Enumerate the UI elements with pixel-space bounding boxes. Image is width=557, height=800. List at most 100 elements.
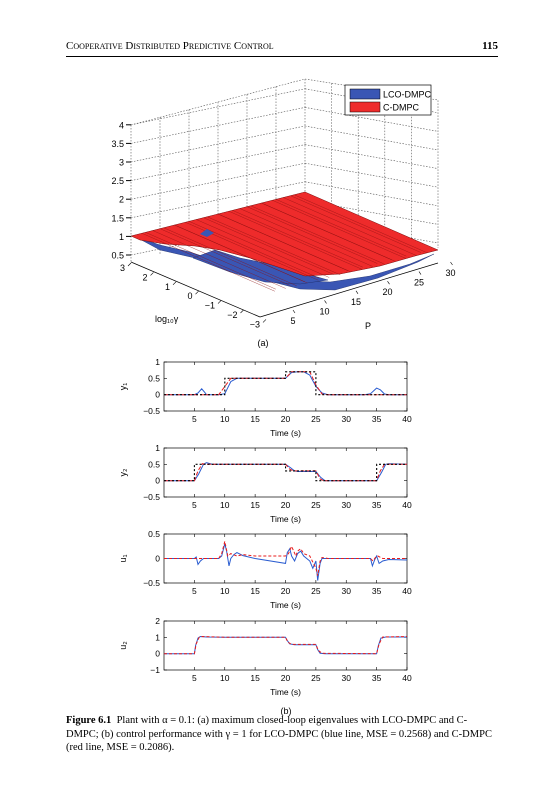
- x-tick-label: 40: [402, 414, 412, 424]
- y-tick-label: −0.5: [143, 406, 160, 416]
- x-tick: [127, 262, 132, 267]
- mesh-line: [188, 221, 320, 279]
- legend-swatch: [349, 88, 381, 100]
- back-grid-line: [130, 181, 306, 219]
- mesh-line: [290, 195, 421, 253]
- y-axis-label: y₁: [118, 383, 128, 391]
- x-tick-label: 5: [192, 414, 197, 424]
- y-tick-label: 30: [445, 268, 455, 278]
- floor-right-edge: [259, 262, 439, 318]
- mesh-line: [196, 219, 330, 278]
- y-tick-label: 0: [155, 554, 160, 564]
- x-tick-label: −3: [250, 319, 260, 329]
- y-axis-label: y₂: [118, 468, 128, 477]
- y-tick: [355, 290, 359, 294]
- z-tick-label: 2: [119, 195, 124, 205]
- x-tick-label: 25: [311, 586, 321, 596]
- legend-swatch: [349, 101, 381, 113]
- mesh-line: [163, 227, 297, 286]
- x-tick-label: 10: [220, 586, 230, 596]
- mesh-line: [250, 205, 384, 264]
- time-chart-4: 5 10 15 20 25 30 35 40 −1 0 1 2 Time (s) u₂: [118, 616, 412, 697]
- y-tick-label: 0: [155, 649, 160, 659]
- y-tick-label: 25: [414, 278, 424, 288]
- series-line-2: [164, 541, 407, 576]
- y-axis-label: u₂: [118, 641, 128, 650]
- y-tick: [324, 300, 327, 304]
- x-tick-label: −2: [227, 310, 237, 320]
- mesh-line: [283, 197, 417, 256]
- y-tick: [418, 271, 422, 275]
- legend: LCO-DMPC C-DMPC: [344, 84, 432, 116]
- y-tick-label: −1: [150, 665, 160, 675]
- x-tick-label: 30: [342, 414, 352, 424]
- back-grid-line: [130, 107, 306, 144]
- floor-left-edge: [130, 261, 261, 318]
- back-grid-line: [130, 162, 306, 200]
- x-tick: [150, 272, 154, 276]
- x-tick-label: 20: [281, 500, 291, 510]
- x-tick-label: 5: [192, 586, 197, 596]
- x-tick-label: 5: [192, 673, 197, 683]
- x-tick-label: 15: [250, 586, 260, 596]
- plot-frame: [163, 447, 408, 498]
- x-tick-label: 30: [342, 586, 352, 596]
- x-tick-label: 20: [281, 673, 291, 683]
- x-tick-label: 35: [372, 586, 382, 596]
- x-tick: [172, 281, 177, 286]
- mesh-line: [145, 232, 276, 290]
- x-tick-label: 40: [402, 500, 412, 510]
- series-line-3: [164, 371, 407, 396]
- time-chart-3: 5 10 15 20 25 30 35 40 −0.5 0 0.5 Time (s) u₁: [118, 529, 412, 610]
- c-dmpc-surface: [130, 191, 439, 277]
- y-tick-label: 0.5: [148, 529, 160, 539]
- plot-frame: [163, 361, 408, 412]
- x-axis-label: Time (s): [270, 428, 301, 438]
- mesh-line: [261, 202, 392, 261]
- x-tick: [195, 290, 199, 295]
- x-tick-label: 10: [220, 500, 230, 510]
- y-axis-label: P: [365, 321, 371, 331]
- y-tick-label: 0: [155, 390, 160, 400]
- x-tick-label: 15: [250, 500, 260, 510]
- right-grid-line: [304, 125, 439, 151]
- x-axis-label: Time (s): [270, 514, 301, 524]
- plot-frame: [163, 620, 408, 671]
- x-tick-label: 30: [342, 500, 352, 510]
- mesh-line: [203, 217, 334, 275]
- panel-label-b: (b): [281, 706, 292, 716]
- y-tick-label: 1: [155, 443, 160, 453]
- time-chart-2: 5 10 15 20 25 30 35 40 −0.5 0 0.5 1 Time (s) y₂: [118, 443, 412, 524]
- y-tick-label: −0.5: [143, 578, 160, 588]
- y-tick-label: 1: [155, 632, 160, 642]
- series-line-2: [164, 371, 407, 396]
- y-tick-label: −0.5: [143, 492, 160, 502]
- x-tick-label: 30: [342, 673, 352, 683]
- series-line-2: [164, 635, 408, 655]
- x-tick-label: 25: [311, 500, 321, 510]
- series-line-3: [164, 463, 407, 482]
- mesh-line: [275, 199, 407, 257]
- header-rule: [66, 56, 498, 57]
- mesh-line: [294, 194, 428, 253]
- mesh-line: [272, 200, 406, 259]
- x-tick-label: 0: [187, 291, 192, 301]
- mesh-line: [228, 211, 362, 270]
- z-tick-label: 1: [119, 232, 124, 242]
- y-tick: [450, 261, 453, 266]
- y-axis-label: u₁: [118, 554, 128, 562]
- z-tick-label: 1.5: [111, 213, 124, 223]
- x-tick-label: 35: [372, 673, 382, 683]
- c-dmpc-mesh: [141, 194, 428, 292]
- mesh-line: [246, 206, 378, 264]
- x-tick-label: 15: [250, 673, 260, 683]
- right-grid-line: [304, 144, 439, 169]
- mesh-line: [152, 230, 286, 289]
- x-tick-label: 15: [250, 414, 260, 424]
- mesh-line: [232, 210, 363, 268]
- mesh-line: [239, 208, 373, 267]
- legend-label: C-DMPC: [383, 103, 419, 113]
- legend-label: LCO-DMPC: [383, 90, 432, 100]
